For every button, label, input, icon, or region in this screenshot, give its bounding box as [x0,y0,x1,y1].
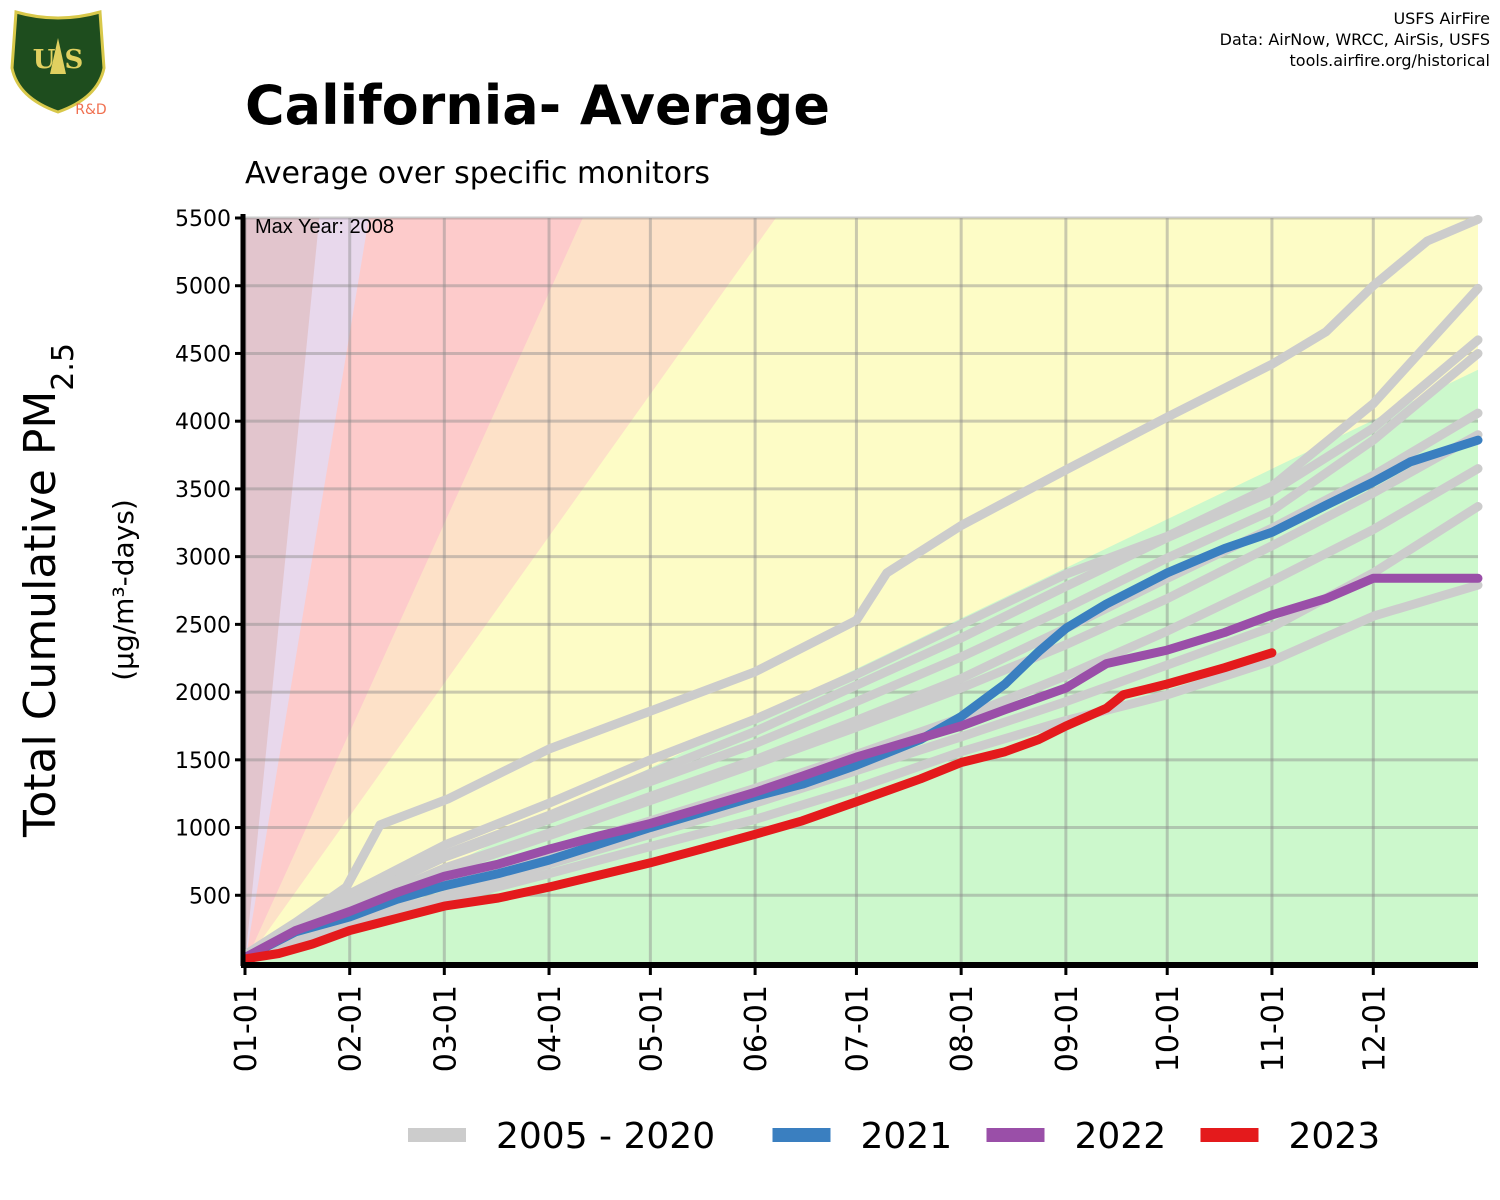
legend: 2005 - 2020 2021 2022 2023 [408,1116,1380,1157]
aqi-bands [245,218,1478,963]
y-tick-label: 2000 [175,681,231,706]
historical-line [240,283,1483,960]
historical-line [240,214,1483,960]
y-tick-label: 5500 [175,207,231,232]
highlight-series [240,435,1483,964]
y-tick-label: 500 [189,884,231,909]
logo-rd-text: R&D [75,102,106,118]
y-axis-units: (µg/m³-days) [107,499,140,681]
x-tick-label: 01-01 [229,985,264,1072]
series-line-2022 [240,573,1483,963]
y-tick-label: 4500 [175,342,231,367]
y-axis-title-main: Total Cumulative PM [15,391,66,838]
y-tick-label: 3000 [175,546,231,571]
historical-line [240,430,1483,963]
x-tick-label: 04-01 [533,985,568,1072]
x-tick-label: 08-01 [945,985,980,1072]
x-tick-label: 07-01 [840,985,875,1072]
chart-subtitle: Average over specific monitors [245,156,711,191]
legend-label: 2023 [1289,1116,1381,1157]
x-tick-label: 06-01 [739,985,774,1072]
aqi-band [245,369,1478,963]
x-tick-label: 12-01 [1357,985,1392,1072]
credits: USFS AirFire Data: AirNow, WRCC, AirSis,… [1220,8,1490,71]
svg-text:Total Cumulative PM2.5: Total Cumulative PM2.5 [15,343,81,838]
legend-label: 2022 [1075,1116,1167,1157]
y-tick-label: 2500 [175,613,231,638]
historical-line [240,580,1483,964]
credit-line: tools.airfire.org/historical [1289,51,1490,70]
series-line-2023 [240,648,1277,964]
y-tick-label: 5000 [175,275,231,300]
usfs-logo: U S R&D [8,8,108,118]
y-tick-label: 1500 [175,749,231,774]
x-tick-label: 09-01 [1050,985,1085,1072]
legend-label: 2005 - 2020 [496,1116,715,1157]
y-axis-title: Total Cumulative PM2.5 [15,343,81,838]
series-line-2021 [240,435,1483,963]
credit-line: USFS AirFire [1393,9,1490,28]
y-axis-title-sub: 2.5 [46,343,81,391]
chart-title: California- Average [245,74,830,137]
legend-label: 2021 [861,1116,953,1157]
max-year-annotation: Max Year: 2008 [255,216,394,238]
x-tick-label: 11-01 [1256,985,1291,1072]
credit-line: Data: AirNow, WRCC, AirSis, USFS [1219,30,1490,49]
y-tick-label: 1000 [175,817,231,842]
y-tick-label: 3500 [175,478,231,503]
x-tick-label: 02-01 [334,985,369,1072]
historical-line [240,349,1483,962]
x-tick-label: 03-01 [428,985,463,1072]
axes: 500 1000 1500 2000 2500 3000 3500 4000 4500 5000 5… [175,207,1478,1072]
grid-lines [243,216,1478,963]
x-tick-label: 10-01 [1151,985,1186,1072]
historical-line [240,502,1483,964]
y-tick-label: 4000 [175,410,231,435]
x-tick-label: 05-01 [634,985,669,1072]
